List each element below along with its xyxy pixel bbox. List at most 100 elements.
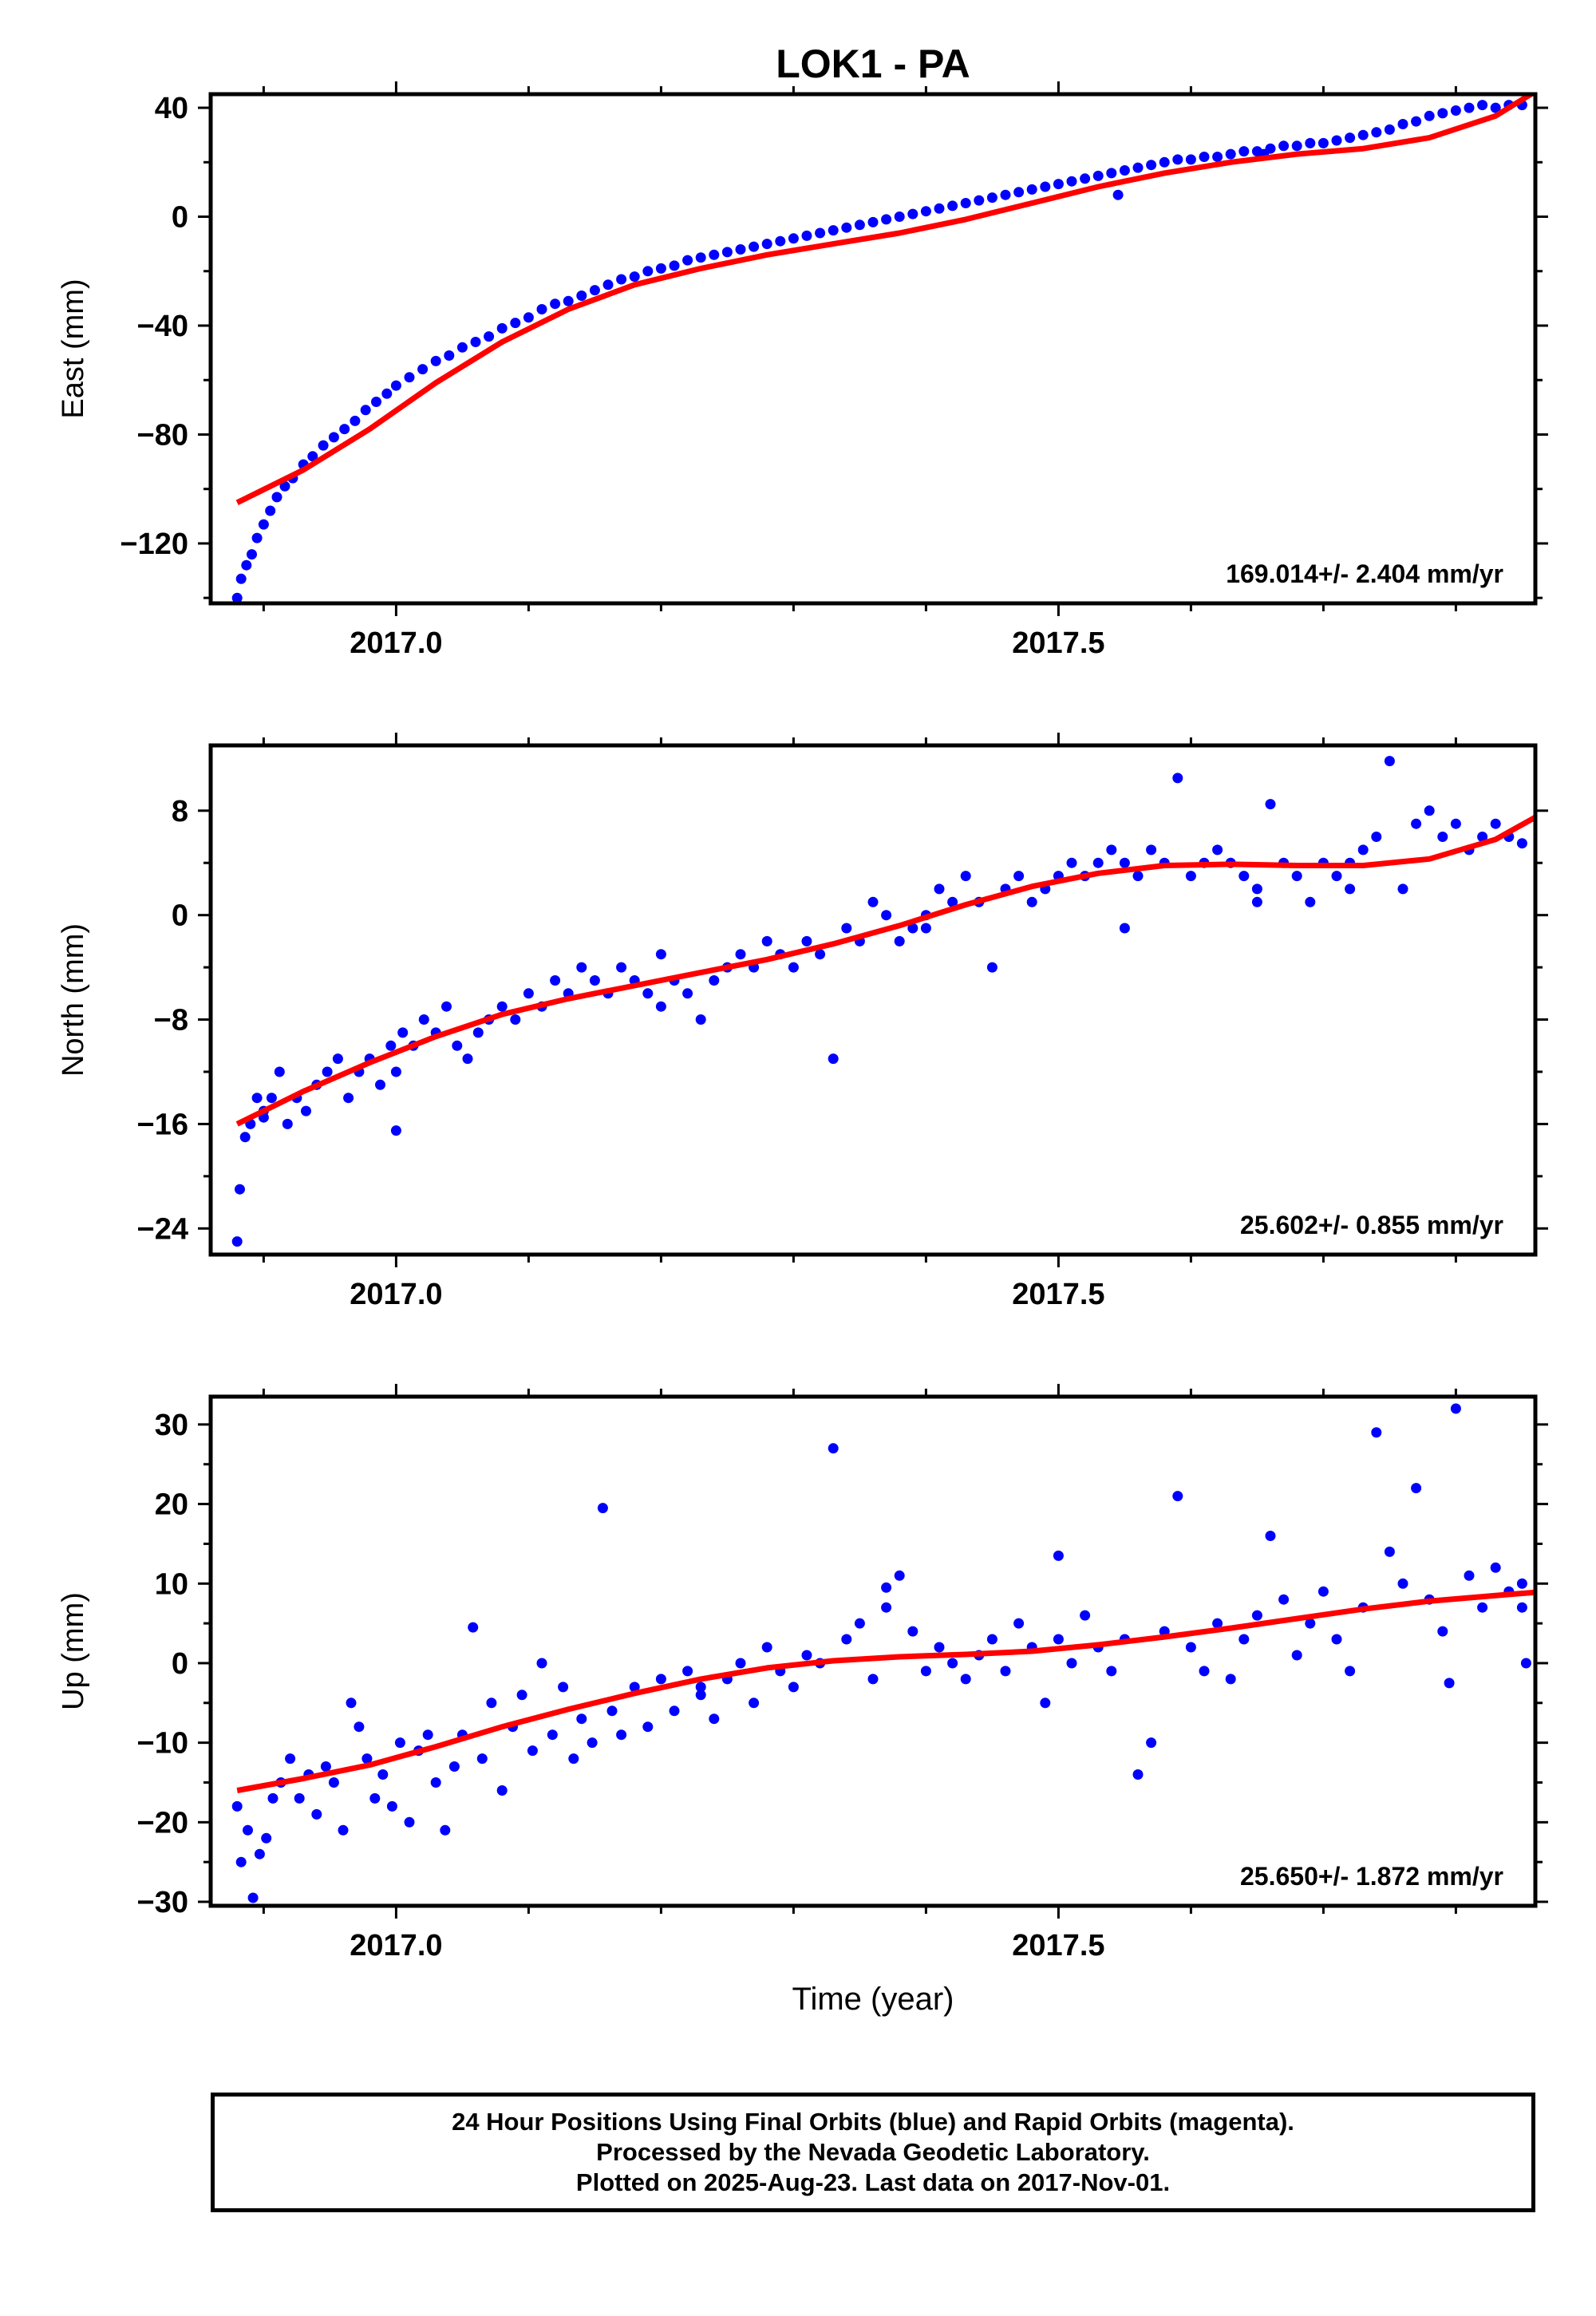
data-point [404,372,415,383]
data-point [801,1650,812,1661]
data-point [1437,108,1448,119]
data-point [841,222,852,233]
data-point [1238,871,1250,882]
data-point [261,1832,272,1844]
data-point [576,962,587,973]
data-point [1053,179,1064,190]
data-point [1424,110,1435,121]
data-point [350,415,361,426]
data-point [616,274,627,285]
data-point [243,1824,253,1836]
data-point [1053,1634,1064,1645]
y-tick-label: −120 [120,528,188,561]
data-point [986,962,998,973]
east-fit-curve [235,94,1535,505]
y-tick-label: 30 [155,1409,188,1442]
data-point [801,230,812,241]
data-point [735,244,746,255]
data-point [1040,181,1051,192]
data-point [1066,857,1077,868]
data-point [1477,832,1488,842]
data-point [606,1705,618,1717]
data-point [375,1079,385,1090]
up-rate-label: 25.650+/- 1.872 mm/yr [1240,1862,1503,1891]
data-point [536,1658,547,1669]
data-point [655,949,666,960]
data-point [1106,1666,1117,1677]
data-point [1212,152,1223,162]
data-point [974,195,985,206]
data-point [907,208,918,219]
data-point [417,364,429,375]
data-point [1291,1650,1302,1661]
data-point [1092,857,1104,868]
data-point [343,1093,354,1104]
data-point [629,271,640,283]
data-point [920,206,931,217]
data-point [854,1618,865,1629]
data-point [1172,773,1183,784]
up-frame [208,1394,1538,1908]
data-point [1199,152,1210,162]
data-point [1305,896,1316,907]
data-point [377,1769,389,1780]
data-point [1516,1578,1527,1589]
data-point [1185,1642,1196,1653]
data-point [920,1666,931,1677]
data-point [496,322,508,334]
data-point [563,295,574,306]
data-point [441,1001,452,1012]
data-point [1026,184,1037,195]
data-point [881,1582,892,1593]
data-point [907,923,918,934]
data-point [1106,168,1117,179]
data-point [669,260,680,271]
data-point [241,559,252,571]
data-point [1119,165,1130,176]
data-point [381,388,393,399]
data-point [682,1666,693,1677]
data-point [828,1443,839,1454]
data-point [1013,1618,1025,1629]
data-point [587,1737,598,1749]
data-point [1119,857,1130,868]
data-point [1185,871,1196,882]
data-point [709,1713,720,1725]
y-tick-label: 0 [172,201,188,235]
data-point [1251,883,1262,895]
data-point [788,962,799,973]
data-point [332,1053,343,1065]
panel-north: 8 0 −8 −16 −24 2017.0 2017.5 North (mm) 25.602+/… [57,733,1548,1311]
data-point [934,1642,945,1653]
data-point [986,192,998,204]
data-point [695,252,706,263]
data-point [1291,871,1302,882]
data-point [629,1682,640,1693]
data-point [1278,140,1290,152]
data-point [472,1027,484,1038]
data-point [841,923,852,934]
data-point [1251,896,1262,907]
data-point [354,1721,365,1733]
data-point [510,1014,521,1025]
data-point [267,1792,279,1804]
data-point [749,241,760,252]
data-point [456,342,468,353]
data-point [386,1800,397,1812]
data-point [815,949,826,960]
data-point [894,1570,905,1581]
data-point [1477,100,1488,111]
data-point [470,337,481,347]
data-point [642,266,654,277]
data-point [320,1761,331,1772]
data-point [496,1001,508,1012]
data-point [947,896,958,907]
data-point [371,397,381,407]
data-point [1238,146,1250,157]
data-point [338,1824,349,1836]
data-point [430,355,441,366]
data-point [251,1093,263,1104]
data-point [285,1753,296,1765]
data-point [576,290,587,301]
y-tick-label: 10 [155,1567,188,1601]
